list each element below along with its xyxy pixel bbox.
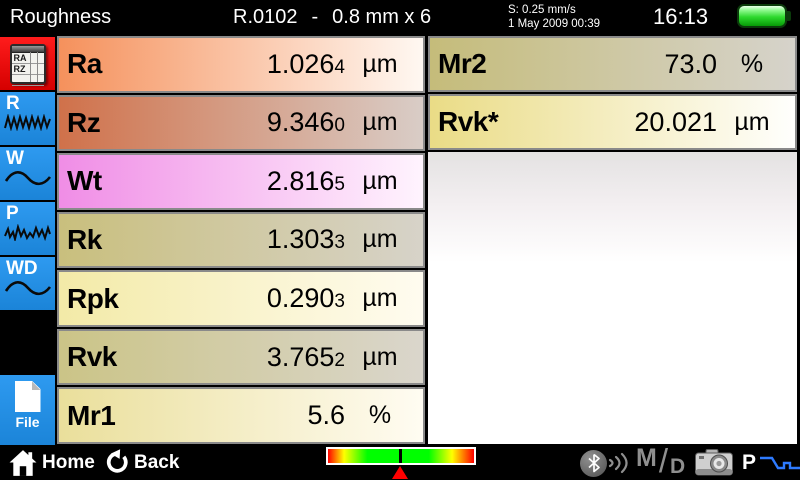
- param-label: Rz: [67, 106, 101, 138]
- level-marker-line: [399, 449, 402, 463]
- page-title: Roughness: [10, 6, 112, 28]
- param-label: Mr1: [67, 399, 116, 431]
- icon-text-rz: RZ: [11, 64, 44, 75]
- bluetooth-icon: [580, 449, 607, 477]
- param-value: 5.6: [307, 400, 345, 431]
- profile-display-toggle[interactable]: P: [742, 451, 800, 475]
- level-pointer-triangle: [392, 466, 408, 479]
- separator-dash: -: [311, 6, 319, 28]
- speed-datetime: S: 0.25 mm/s 1 May 2009 00:39: [508, 3, 600, 31]
- param-unit: µm: [362, 225, 398, 254]
- result-row-rvk-star[interactable]: Rvk* 20.021 µm: [428, 94, 797, 150]
- sidebar-item-p-profile[interactable]: P: [0, 202, 55, 255]
- roughness-waveform-icon: [3, 114, 51, 131]
- clock: 16:13: [653, 4, 709, 29]
- param-value: 0.2903: [266, 283, 345, 314]
- camera-icon: [695, 449, 733, 476]
- signal-waves-icon: [608, 452, 628, 474]
- result-row-ra[interactable]: Ra 1.0264 µm: [57, 36, 425, 93]
- profile-label: P: [742, 451, 757, 474]
- param-label: Rvk: [67, 341, 117, 373]
- ra-rz-table-icon: RA RZ: [9, 43, 46, 86]
- wd-waveform-icon: [4, 281, 51, 296]
- result-row-mr1[interactable]: Mr1 5.6 %: [57, 387, 425, 444]
- param-value: 9.3460: [266, 107, 345, 138]
- home-button[interactable]: Home: [8, 449, 95, 477]
- mode-m: M: [636, 444, 657, 472]
- sidebar-item-label: R: [6, 93, 20, 114]
- sidebar-item-file[interactable]: File: [0, 375, 55, 446]
- param-label: Mr2: [438, 48, 487, 79]
- results-column-right: Mr2 73.0 % Rvk* 20.021 µm: [428, 36, 797, 444]
- home-label: Home: [42, 452, 95, 473]
- param-value: 1.3033: [266, 224, 345, 255]
- param-unit: µm: [362, 166, 398, 195]
- sidebar-item-label: File: [15, 414, 40, 430]
- empty-results-panel: [428, 152, 797, 444]
- sidebar-item-label: W: [6, 148, 24, 169]
- result-row-mr2[interactable]: Mr2 73.0 %: [428, 36, 797, 92]
- back-button[interactable]: Back: [103, 449, 179, 476]
- param-label: Ra: [67, 48, 102, 80]
- footer-bar: Home Back M / D: [0, 442, 800, 480]
- sidebar-item-results-table[interactable]: RA RZ: [0, 37, 55, 90]
- param-value: 1.0264: [266, 48, 345, 79]
- level-indicator-bar: [326, 447, 476, 465]
- mode-slash: /: [658, 442, 668, 479]
- mode-d: D: [670, 455, 686, 478]
- screenshot-button[interactable]: [694, 448, 734, 477]
- home-icon: [9, 450, 37, 476]
- header-bar: Roughness R.0102 - 0.8 mm x 6 S: 0.25 mm…: [0, 0, 800, 35]
- back-label: Back: [134, 451, 180, 473]
- param-label: Rk: [67, 223, 102, 255]
- battery-icon: [737, 4, 791, 28]
- measurement-condition: R.0102 - 0.8 mm x 6: [233, 6, 431, 29]
- primary-waveform-icon: [3, 224, 51, 241]
- param-label: Rpk: [67, 282, 119, 314]
- result-row-rz[interactable]: Rz 9.3460 µm: [57, 94, 425, 152]
- param-unit: %: [368, 401, 392, 430]
- param-unit: µm: [734, 107, 770, 136]
- param-unit: µm: [362, 49, 398, 78]
- icon-text-ra: RA: [11, 53, 44, 64]
- bluetooth-status[interactable]: [580, 449, 630, 477]
- result-row-rpk[interactable]: Rpk 0.2903 µm: [57, 270, 425, 327]
- param-label: Rvk*: [438, 106, 499, 137]
- traverse-speed: S: 0.25 mm/s: [508, 4, 576, 16]
- profile-trace-icon: [760, 456, 800, 470]
- waviness-waveform-icon: [4, 171, 51, 186]
- param-value: 20.021: [634, 106, 717, 137]
- sidebar-item-wd-profile[interactable]: WD: [0, 257, 55, 310]
- back-icon: [106, 449, 128, 473]
- param-value: 73.0: [664, 48, 717, 79]
- param-value: 3.7652: [266, 341, 345, 372]
- measurement-id: R.0102: [233, 6, 298, 28]
- param-label: Wt: [67, 165, 102, 197]
- result-row-rvk[interactable]: Rvk 3.7652 µm: [57, 328, 425, 386]
- measure-data-mode-button[interactable]: M / D: [636, 442, 686, 479]
- param-unit: µm: [362, 284, 398, 313]
- sidebar-item-label: WD: [6, 258, 38, 279]
- results-column-left: Ra 1.0264 µm Rz 9.3460 µm Wt 2.8165 µm R…: [57, 36, 425, 444]
- param-value: 2.8165: [266, 165, 345, 196]
- sidebar: RA RZ R W P WD File: [0, 35, 55, 446]
- result-row-rk[interactable]: Rk 1.3033 µm: [57, 211, 425, 269]
- measurement-datetime: 1 May 2009 00:39: [508, 18, 601, 30]
- sidebar-item-r-profile[interactable]: R: [0, 92, 55, 145]
- param-unit: µm: [362, 342, 398, 371]
- param-unit: µm: [362, 108, 398, 137]
- sidebar-item-label: P: [6, 203, 19, 224]
- cutoff-setting: 0.8 mm x 6: [332, 6, 432, 28]
- file-document-icon: [14, 381, 41, 412]
- result-row-wt[interactable]: Wt 2.8165 µm: [57, 153, 425, 210]
- param-unit: %: [740, 49, 764, 78]
- sidebar-item-w-profile[interactable]: W: [0, 147, 55, 200]
